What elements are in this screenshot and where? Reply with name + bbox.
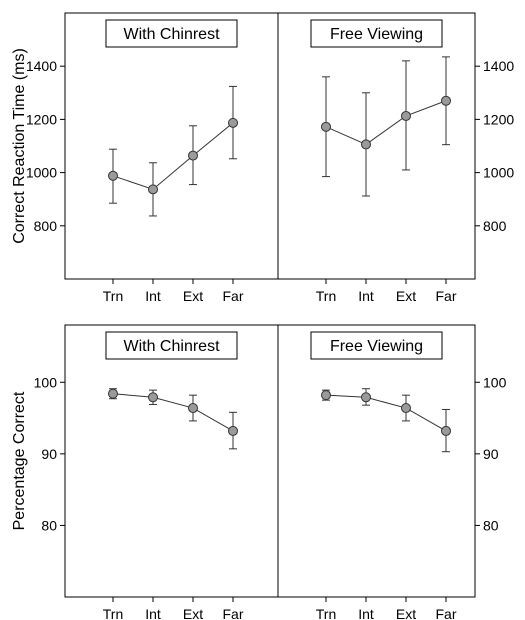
data-point — [321, 121, 331, 132]
panel-title-box — [105, 331, 238, 360]
y-tick-label: 100 — [34, 374, 58, 390]
x-tick-label: Int — [145, 606, 161, 620]
x-tick-label: Int — [358, 288, 374, 304]
panel-title-box — [310, 19, 443, 48]
data-point — [361, 392, 371, 403]
x-tick-label: Ext — [396, 606, 416, 620]
y-tick-label: 1400 — [26, 58, 57, 74]
panel-title-box — [310, 331, 443, 360]
y-tick-label: 90 — [41, 446, 57, 462]
y-tick-label: 1200 — [26, 111, 57, 127]
data-point — [361, 139, 371, 150]
y-tick-label: 100 — [483, 374, 507, 390]
y-tick-label: 1000 — [483, 165, 514, 181]
series-line — [112, 393, 234, 432]
data-point — [108, 388, 118, 399]
x-tick-label: Far — [223, 288, 244, 304]
panel-frame — [64, 324, 279, 598]
data-point — [401, 403, 411, 414]
y-tick-label: 1400 — [483, 58, 514, 74]
x-tick-label: Trn — [316, 288, 336, 304]
x-tick-label: Far — [436, 288, 457, 304]
data-point — [188, 403, 198, 414]
x-tick-label: Ext — [183, 288, 203, 304]
x-tick-label: Ext — [396, 288, 416, 304]
data-point — [228, 117, 238, 128]
x-tick-label: Int — [145, 288, 161, 304]
data-point — [401, 110, 411, 121]
y-tick-label: 90 — [483, 446, 499, 462]
chart-panel-3: 80 90 100 Trn Int Ext Far With Chinrest Percenta… — [11, 324, 279, 620]
chart-panel-2: 800 1000 1200 1400 Trn Int Ext Far Free Viewing — [277, 12, 514, 304]
panel-frame — [64, 12, 279, 280]
y-axis-label: Percentage Correct — [11, 391, 28, 530]
y-tick-label: 80 — [483, 517, 499, 533]
y-tick-label: 1200 — [483, 111, 514, 127]
data-point — [188, 150, 198, 161]
data-point — [148, 184, 158, 195]
panel-title: Free Viewing — [330, 338, 423, 355]
y-tick-label: 800 — [483, 218, 507, 234]
data-point — [321, 390, 331, 401]
x-tick-label: Trn — [316, 606, 336, 620]
data-point — [441, 425, 451, 436]
panel-frame — [277, 12, 476, 280]
panel-frame — [277, 324, 476, 598]
series-line — [112, 122, 234, 190]
chart-panel-1: 800 1000 1200 1400 Trn Int Ext Far With Chinrest… — [11, 12, 279, 304]
panel-title: Free Viewing — [330, 26, 423, 43]
y-tick-label: 80 — [41, 517, 57, 533]
x-tick-label: Trn — [103, 606, 123, 620]
x-tick-label: Ext — [183, 606, 203, 620]
panel-title-box — [105, 19, 238, 48]
y-axis-label: Correct Reaction Time (ms) — [11, 48, 28, 244]
x-tick-label: Int — [358, 606, 374, 620]
data-point — [148, 392, 158, 403]
x-tick-label: Far — [223, 606, 244, 620]
y-tick-label: 800 — [34, 218, 58, 234]
data-point — [441, 95, 451, 106]
x-tick-label: Trn — [103, 288, 123, 304]
panel-title: With Chinrest — [123, 26, 220, 43]
series-line — [325, 100, 447, 145]
data-point — [108, 170, 118, 181]
data-point — [228, 425, 238, 436]
chart-panel-4: 80 90 100 Trn Int Ext Far Free Viewing — [277, 324, 507, 620]
panel-title: With Chinrest — [123, 338, 220, 355]
series-line — [325, 394, 447, 432]
x-tick-label: Far — [436, 606, 457, 620]
y-tick-label: 1000 — [26, 165, 57, 181]
